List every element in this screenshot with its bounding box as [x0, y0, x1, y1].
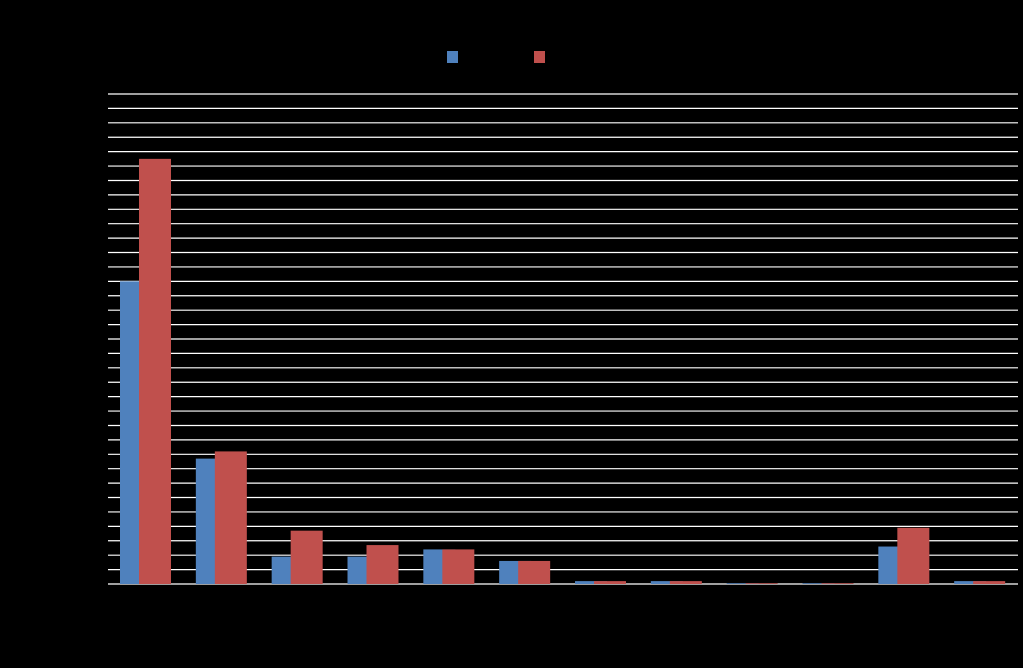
- bar: [650, 581, 683, 584]
- bar: [669, 581, 702, 584]
- bar: [290, 530, 323, 584]
- bar: [954, 581, 987, 584]
- bar: [366, 545, 399, 584]
- bar: [745, 583, 778, 584]
- bar: [821, 583, 854, 584]
- bar: [973, 581, 1006, 584]
- bar: [802, 583, 835, 584]
- bar: [726, 583, 759, 584]
- bar: [214, 451, 247, 584]
- bar: [575, 581, 607, 584]
- legend-swatch: [534, 51, 545, 63]
- bar: [518, 560, 551, 584]
- bar: [442, 549, 475, 584]
- bar: [897, 527, 930, 584]
- bar: [594, 581, 626, 584]
- bar: [139, 158, 171, 584]
- legend-swatch: [447, 51, 458, 63]
